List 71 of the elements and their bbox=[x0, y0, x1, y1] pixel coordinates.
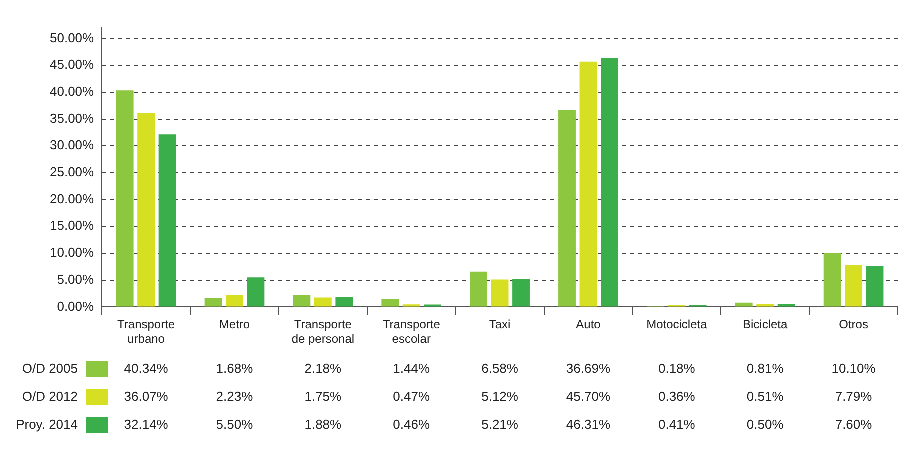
data-label: 0.18% bbox=[658, 360, 696, 376]
y-tick-label: 15.00% bbox=[50, 218, 95, 234]
legend-label: O/D 2005 bbox=[22, 360, 78, 376]
x-tick-label: Taxi bbox=[489, 318, 511, 332]
bar bbox=[314, 298, 332, 307]
bar bbox=[512, 279, 530, 307]
data-label: 6.58% bbox=[482, 360, 519, 376]
bar bbox=[382, 299, 400, 307]
bar bbox=[756, 304, 774, 307]
data-label: 0.51% bbox=[746, 388, 784, 404]
data-label: 1.75% bbox=[304, 388, 342, 404]
bar bbox=[735, 302, 753, 307]
x-tick-label: Auto bbox=[576, 318, 602, 332]
data-label: 0.47% bbox=[393, 388, 430, 404]
legend-label: Proy. 2014 bbox=[16, 416, 78, 432]
data-label: 5.50% bbox=[216, 416, 254, 432]
y-tick-label: 35.00% bbox=[50, 110, 95, 126]
data-label: 1.68% bbox=[216, 360, 254, 376]
data-label: 36.69% bbox=[566, 360, 611, 376]
data-label: 0.46% bbox=[393, 416, 430, 432]
y-tick-label: 30.00% bbox=[50, 138, 95, 153]
bar bbox=[158, 134, 176, 307]
data-label: 7.79% bbox=[835, 388, 873, 404]
data-label: 10.10% bbox=[832, 360, 876, 376]
data-label: 0.50% bbox=[746, 416, 784, 432]
data-label: 0.41% bbox=[658, 416, 696, 432]
data-label: 46.31% bbox=[566, 416, 611, 432]
bar bbox=[247, 278, 265, 307]
data-label: 5.12% bbox=[482, 388, 519, 404]
bar bbox=[138, 114, 156, 307]
y-tick-label: 0.00% bbox=[57, 298, 95, 314]
y-tick-label: 5.00% bbox=[57, 272, 95, 287]
data-label: 32.14% bbox=[124, 416, 169, 432]
y-tick-label: 10.00% bbox=[50, 245, 95, 260]
bar bbox=[845, 265, 862, 307]
bar bbox=[293, 295, 311, 307]
data-label: 2.23% bbox=[216, 388, 254, 404]
x-tick-label: Otros bbox=[839, 318, 868, 332]
bar bbox=[601, 58, 618, 307]
data-label: 2.18% bbox=[304, 360, 342, 376]
data-label: 36.07% bbox=[124, 388, 169, 404]
data-label: 45.70% bbox=[566, 388, 611, 404]
y-tick-label: 40.00% bbox=[50, 84, 95, 100]
x-tick-label: Bicicleta bbox=[743, 318, 788, 332]
y-tick-label: 45.00% bbox=[50, 57, 95, 72]
x-tick-label: Metro bbox=[219, 318, 250, 332]
bar bbox=[491, 280, 509, 307]
x-tick-label: Motocicleta bbox=[646, 318, 708, 332]
x-tick-label: Transporte escolar bbox=[382, 318, 441, 346]
bar bbox=[226, 295, 244, 307]
y-tick-label: 25.00% bbox=[50, 164, 95, 180]
x-tick-label: Transporte urbano bbox=[118, 318, 176, 346]
x-tick-label: Transporte de personal bbox=[292, 318, 355, 346]
data-label: 40.34% bbox=[124, 360, 169, 376]
data-label: 0.36% bbox=[658, 388, 696, 404]
y-tick-label: 50.00% bbox=[50, 30, 95, 46]
data-label: 5.21% bbox=[482, 416, 519, 432]
bar bbox=[866, 266, 884, 307]
bar bbox=[580, 62, 598, 307]
bar bbox=[470, 272, 488, 307]
bar bbox=[116, 90, 134, 307]
bar bbox=[558, 110, 576, 307]
bar bbox=[824, 252, 842, 307]
data-label: 1.44% bbox=[393, 360, 430, 376]
bar bbox=[336, 297, 354, 307]
legend-label: O/D 2012 bbox=[22, 388, 78, 404]
y-tick-label: 20.00% bbox=[50, 191, 95, 206]
data-label: 7.60% bbox=[835, 416, 873, 432]
data-label: 0.81% bbox=[746, 360, 784, 376]
bar bbox=[204, 298, 222, 307]
data-label: 1.88% bbox=[304, 416, 342, 432]
